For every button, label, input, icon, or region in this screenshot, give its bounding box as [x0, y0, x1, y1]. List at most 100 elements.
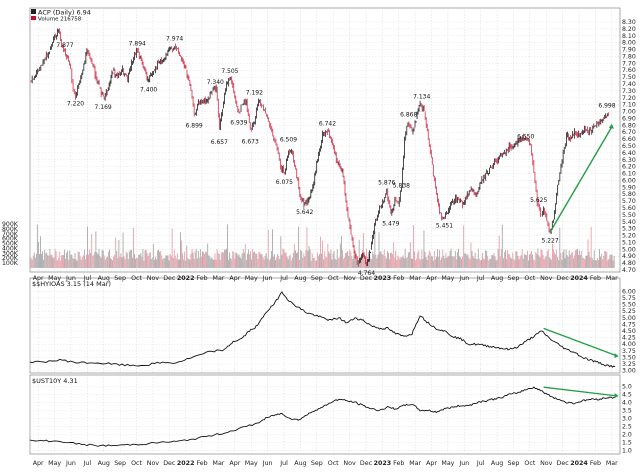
volume-bar [564, 258, 566, 268]
volume-bar [205, 251, 207, 268]
volume-bar [172, 257, 174, 268]
x-tick-label-upper: Jul [476, 275, 485, 282]
x-tick-label-upper: Jun [262, 275, 273, 282]
volume-bar [61, 255, 63, 268]
x-tick-label-lower: Apr [229, 460, 240, 467]
price-annotation: 6.075 [276, 179, 293, 186]
volume-bar [232, 250, 234, 268]
volume-bar [88, 254, 90, 268]
volume-bar [68, 259, 70, 268]
x-tick-label-upper: Nov [540, 275, 553, 282]
volume-bar [381, 253, 383, 268]
volume-bar [214, 253, 216, 268]
hyioas-y-tick: 4.25 [622, 335, 636, 342]
hyioas-y-tick: 5.00 [622, 315, 636, 322]
volume-bar [167, 255, 169, 268]
volume-bar [152, 244, 154, 268]
x-tick-label-lower: Apr [426, 460, 437, 467]
x-tick-label-upper: Dec [163, 275, 176, 282]
volume-bar [320, 236, 321, 268]
x-tick-label-lower: Nov [540, 460, 553, 467]
ust10y-y-tick: 3.5 [622, 407, 632, 414]
volume-bar [71, 254, 73, 268]
volume-bar [103, 255, 105, 268]
volume-bar [512, 252, 514, 268]
volume-bar [447, 256, 449, 268]
price-annotation: 7.974 [166, 36, 183, 43]
hyioas-trendline-arrow [614, 353, 619, 359]
volume-bar [130, 249, 132, 268]
volume-bar [349, 249, 351, 268]
x-tick-label-upper: Oct [131, 275, 142, 282]
volume-bar [192, 252, 194, 268]
price-annotation: 6.673 [242, 138, 259, 145]
volume-bar [312, 257, 314, 268]
volume-bar [204, 253, 205, 268]
volume-bar [498, 235, 500, 268]
volume-bar [70, 254, 72, 268]
volume-bar [493, 252, 495, 268]
volume-bar [285, 252, 287, 268]
volume-bar [193, 259, 195, 268]
price-annotation: 5.625 [530, 197, 547, 204]
x-tick-label-upper: 2022 [177, 275, 195, 282]
volume-bar [310, 260, 312, 268]
volume-bar [383, 249, 385, 268]
volume-bar [242, 249, 244, 268]
volume-bar [120, 253, 122, 268]
volume-bar [222, 252, 224, 268]
volume-y-tick: 800K [2, 226, 19, 233]
volume-bar [95, 231, 97, 268]
x-tick-label-lower: Aug [294, 460, 306, 467]
volume-bar [337, 258, 339, 268]
price-annotation: 6.939 [230, 120, 247, 127]
volume-bar [567, 257, 569, 268]
volume-bar [79, 256, 81, 268]
volume-bar [245, 259, 247, 268]
volume-y-tick: 600K [2, 236, 19, 243]
x-tick-label-lower: Jul [476, 460, 485, 467]
price-y-tick: 5.70 [622, 198, 636, 205]
volume-bar [33, 252, 35, 268]
volume-bar [445, 252, 447, 268]
price-y-tick: 5.40 [622, 219, 636, 226]
volume-bar [218, 254, 220, 268]
volume-bar [107, 251, 109, 268]
volume-bar [161, 255, 163, 268]
hyioas-trendline [543, 327, 618, 357]
price-annotation: 5.451 [436, 222, 453, 229]
volume-bar [126, 253, 128, 268]
price-annotation: 7.340 [207, 79, 224, 86]
volume-bar [343, 258, 344, 268]
volume-bar [59, 260, 61, 268]
volume-bar [550, 259, 552, 268]
volume-bar [30, 257, 32, 268]
volume-bar [409, 242, 411, 268]
volume-bar [407, 252, 409, 268]
volume-bar [182, 252, 184, 268]
volume-bar [282, 248, 284, 268]
volume-bar [156, 259, 157, 268]
volume-bar [40, 236, 41, 268]
volume-bar [462, 256, 464, 268]
volume-bar [116, 250, 118, 268]
volume-bar [66, 252, 68, 268]
volume-bar [483, 258, 484, 268]
volume-bar [265, 253, 267, 268]
price-y-tick: 6.40 [622, 150, 636, 157]
volume-bar [399, 259, 401, 268]
volume-bar [60, 255, 62, 268]
volume-bar [124, 259, 126, 268]
volume-bar [196, 258, 198, 268]
x-tick-label-upper: 2023 [374, 275, 392, 282]
volume-bar [565, 249, 567, 268]
volume-bar [127, 258, 129, 268]
x-tick-label-upper: Feb [590, 275, 601, 282]
volume-bar [522, 258, 524, 268]
volume-bar [499, 256, 501, 268]
volume-bar [394, 257, 396, 268]
volume-y-tick: 900K [2, 221, 19, 228]
x-tick-label-lower: Jun [65, 460, 76, 467]
price-y-tick: 7.50 [622, 74, 636, 81]
volume-bar [229, 252, 231, 268]
